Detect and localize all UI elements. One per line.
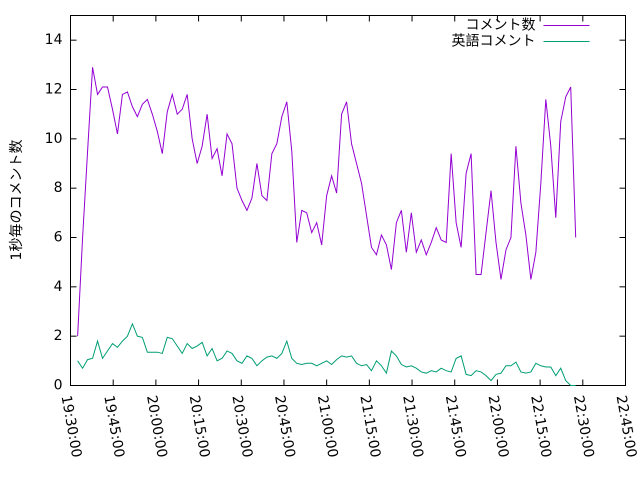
y-tick-label: 6 [54, 230, 63, 246]
x-tick-label: 21:15:00 [356, 394, 383, 459]
y-tick-label: 12 [45, 82, 63, 98]
x-tick-label: 22:45:00 [613, 394, 640, 459]
y-tick-label: 2 [54, 328, 63, 344]
plot-border [70, 15, 626, 386]
x-tick-label: 20:15:00 [186, 394, 213, 459]
y-tick-label: 0 [54, 378, 63, 394]
y-axis-label: 1秒毎のコメント数 [9, 140, 25, 261]
x-tick-label: 21:45:00 [442, 394, 469, 459]
x-tick-label: 20:00:00 [143, 394, 170, 459]
legend-label: コメント数 [466, 18, 536, 34]
series-line [77, 322, 576, 386]
x-tick-label: 22:00:00 [485, 394, 512, 459]
x-tick-label: 19:30:00 [58, 394, 85, 459]
y-tick-label: 8 [54, 180, 63, 196]
y-tick-label: 4 [54, 279, 63, 295]
x-tick-label: 20:45:00 [271, 394, 298, 459]
x-tick-label: 19:45:00 [100, 394, 127, 459]
y-tick-label: 14 [45, 32, 63, 48]
x-tick-label: 22:30:00 [570, 394, 597, 459]
x-tick-label: 20:30:00 [228, 394, 255, 459]
legend-label: 英語コメント [452, 33, 536, 50]
x-tick-label: 21:30:00 [399, 394, 426, 459]
x-tick-label: 22:15:00 [527, 394, 554, 459]
x-tick-label: 21:00:00 [314, 394, 341, 459]
y-tick-label: 10 [45, 131, 63, 147]
series-line [77, 67, 577, 337]
